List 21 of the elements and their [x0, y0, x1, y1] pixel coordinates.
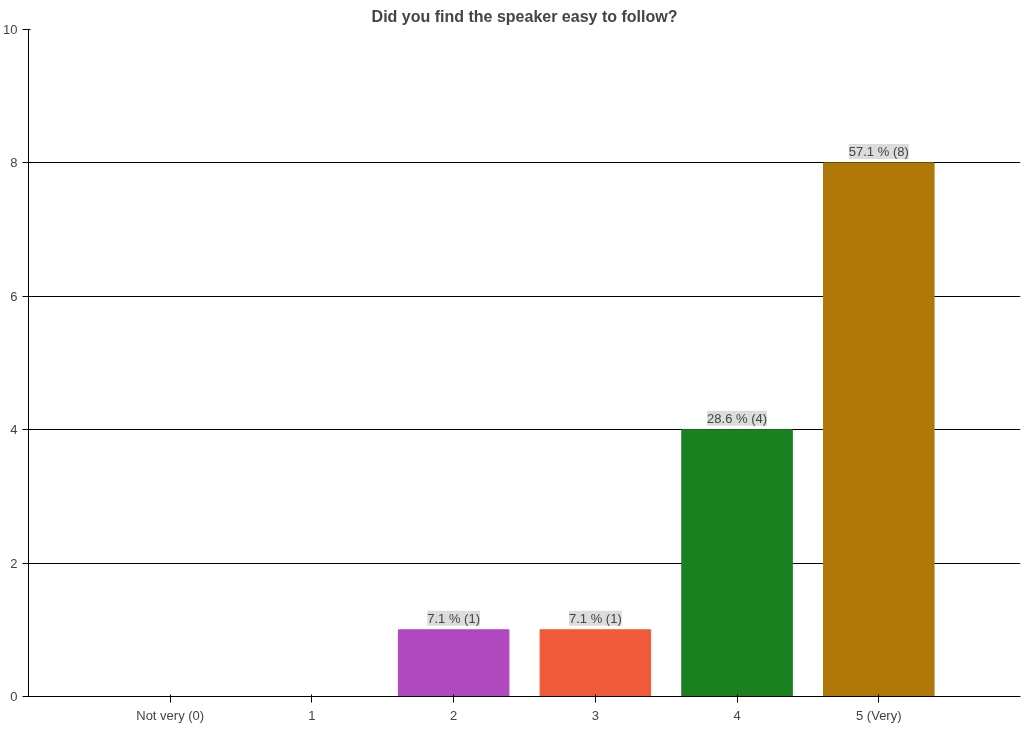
- bar: [397, 629, 510, 697]
- data-label: 28.6 % (4): [707, 410, 768, 426]
- x-tick-label: 3: [591, 707, 599, 723]
- bar: [681, 429, 793, 697]
- data-label: 7.1 % (1): [568, 610, 622, 626]
- chart-title: Did you find the speaker easy to follow?: [371, 7, 678, 25]
- x-tick-label: Not very (0): [136, 707, 205, 723]
- bar: [539, 629, 652, 697]
- y-tick-label: 8: [10, 155, 18, 171]
- bar: [823, 162, 935, 697]
- y-tick-label: 6: [10, 288, 18, 304]
- data-label: 57.1 % (8): [848, 143, 909, 159]
- data-label: 7.1 % (1): [427, 610, 481, 626]
- y-tick-label: 0: [10, 689, 18, 704]
- x-tick-label: 1: [308, 707, 316, 723]
- x-tick-label: 2: [450, 707, 458, 723]
- y-tick-label: 10: [3, 22, 18, 37]
- y-tick-label: 2: [10, 555, 18, 571]
- x-tick-label: 4: [733, 707, 741, 723]
- x-tick-label: 5 (Very): [856, 707, 902, 723]
- y-tick-label: 4: [10, 422, 18, 438]
